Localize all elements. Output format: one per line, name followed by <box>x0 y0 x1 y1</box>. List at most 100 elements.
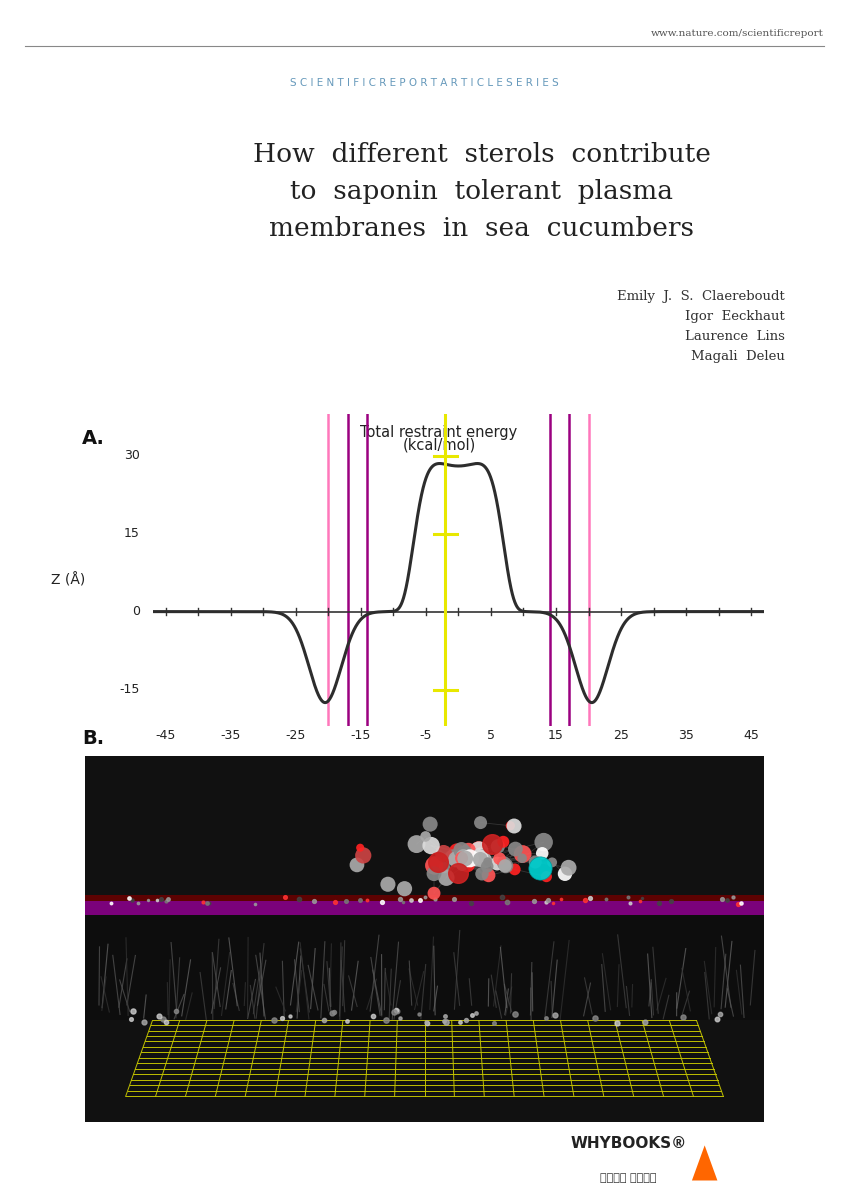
Text: (kcal/mol): (kcal/mol) <box>402 438 475 452</box>
Point <box>498 857 512 876</box>
Point <box>125 890 138 910</box>
Text: 0: 0 <box>132 605 140 618</box>
Point <box>500 892 514 911</box>
Point <box>503 816 517 835</box>
Point <box>419 1013 433 1032</box>
Point <box>469 851 482 870</box>
Point <box>458 848 472 868</box>
Point <box>284 1006 297 1025</box>
Point <box>677 1008 690 1027</box>
Point <box>599 889 613 908</box>
Point <box>491 836 504 856</box>
Point <box>497 832 510 851</box>
Point <box>731 894 745 913</box>
Point <box>396 893 410 912</box>
Text: 15: 15 <box>124 527 140 540</box>
Point <box>203 893 216 912</box>
Point <box>462 840 475 859</box>
Point <box>509 840 522 859</box>
Point <box>470 848 484 868</box>
Point <box>548 1006 561 1025</box>
Point <box>267 1010 280 1030</box>
Point <box>367 1006 380 1025</box>
Point <box>546 893 559 912</box>
Point <box>499 856 513 875</box>
Text: Total restraint energy: Total restraint energy <box>360 425 518 440</box>
Point <box>492 850 506 869</box>
Point <box>387 1002 401 1021</box>
Point <box>452 864 465 883</box>
Point <box>149 890 163 910</box>
Point <box>474 850 487 869</box>
Polygon shape <box>692 1145 717 1181</box>
Point <box>475 864 489 883</box>
Point <box>562 858 576 877</box>
Point <box>540 1009 554 1028</box>
Point <box>652 893 666 912</box>
Point <box>457 847 470 866</box>
Point <box>410 834 424 853</box>
Point <box>474 847 487 866</box>
Point <box>419 827 432 846</box>
Point <box>329 893 342 912</box>
Point <box>463 850 476 869</box>
Point <box>528 892 542 911</box>
Point <box>540 868 554 887</box>
Point <box>508 1004 521 1024</box>
Point <box>467 848 481 868</box>
Point <box>533 858 547 877</box>
Point <box>481 865 495 884</box>
Point <box>588 1008 602 1027</box>
Point <box>486 834 499 853</box>
Text: B.: B. <box>82 728 104 748</box>
Point <box>537 833 550 852</box>
Point <box>152 1006 166 1025</box>
Point <box>610 1013 624 1032</box>
Point <box>465 1006 479 1025</box>
Point <box>474 845 487 864</box>
Point <box>455 856 469 875</box>
Point <box>454 850 468 869</box>
Text: WHYBOOKS®: WHYBOOKS® <box>570 1136 687 1151</box>
Point <box>393 1008 407 1027</box>
Point <box>458 844 471 863</box>
Point <box>472 840 486 859</box>
Point <box>169 1001 183 1020</box>
Point <box>536 844 549 863</box>
Point <box>479 852 492 871</box>
Point <box>453 850 467 869</box>
Point <box>457 848 470 868</box>
Point <box>155 889 168 908</box>
Point <box>460 854 474 874</box>
Point <box>440 868 453 887</box>
Point <box>413 1004 426 1024</box>
Point <box>453 1013 467 1032</box>
Point <box>479 848 492 868</box>
Point <box>438 858 452 877</box>
Point <box>481 852 494 871</box>
Point <box>350 856 363 875</box>
Point <box>715 890 728 910</box>
Bar <box>85 895 764 901</box>
Point <box>307 892 321 911</box>
Point <box>449 850 463 869</box>
Point <box>276 1009 290 1028</box>
Point <box>436 844 450 863</box>
Point <box>393 889 407 908</box>
Point <box>357 846 370 865</box>
Point <box>159 1012 172 1031</box>
Point <box>638 1013 651 1032</box>
Point <box>464 848 478 868</box>
Point <box>711 1010 724 1030</box>
Point <box>340 1010 353 1030</box>
Point <box>540 892 554 911</box>
Point <box>390 1001 403 1020</box>
Point <box>437 1012 451 1031</box>
Point <box>161 889 175 908</box>
Point <box>420 1013 434 1032</box>
Point <box>200 893 213 912</box>
Text: How  different  sterols  contribute
to  saponin  tolerant  plasma
membranes  in : How different sterols contribute to sapo… <box>253 143 711 241</box>
Point <box>542 890 555 910</box>
Point <box>427 883 441 902</box>
Bar <box>85 900 764 916</box>
